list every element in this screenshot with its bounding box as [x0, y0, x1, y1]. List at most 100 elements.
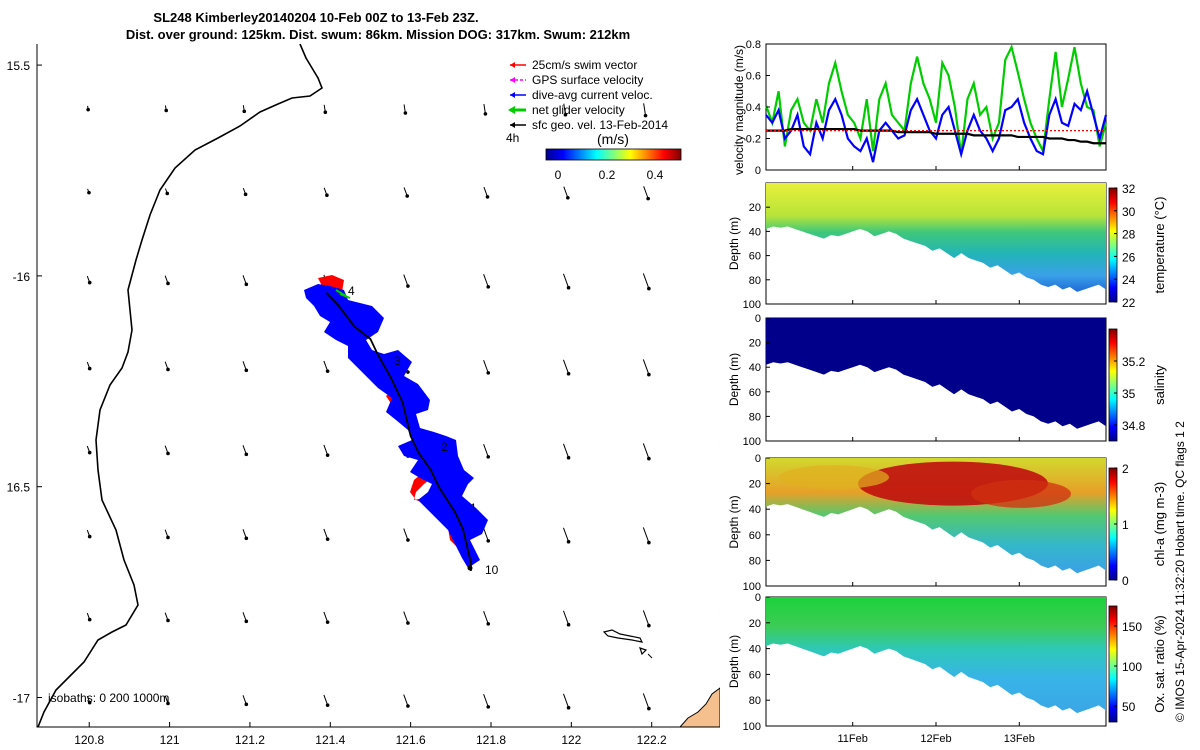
map-xtick-label: 121.4 [315, 733, 345, 747]
geo-velocity-arrow [563, 359, 571, 376]
geo-velocity-arrow [642, 273, 651, 291]
map-xtick-label: 121.6 [396, 733, 426, 747]
geo-velocity-arrow [86, 612, 92, 622]
colorbar-tick-label: 100 [1122, 660, 1142, 674]
map-ticks: 120.8 121 121.2 121.4 121.6 121.8 122 122.2 15.5… [7, 59, 667, 747]
geo-velocity-arrow [719, 610, 720, 611]
geo-velocity-arrow [719, 273, 720, 274]
interval-label: 4h [506, 131, 519, 145]
glider-track [325, 292, 472, 572]
profile-ylabel: Depth (m) [727, 217, 741, 270]
colorbar-tick-2: 0.4 [647, 168, 664, 182]
profile-panel-temperature: 20 40 60 80 100 Depth (m) 22 24 26 28 30 32 temperat… [727, 182, 1167, 311]
profile-ytick-label: 40 [749, 504, 761, 516]
profile-colorbar [1108, 187, 1118, 303]
profile-ylabel: Depth (m) [727, 635, 741, 688]
legend-gps-velocity: GPS surface velocity [510, 73, 643, 87]
profile-ytick-label: 0 [755, 313, 761, 325]
geo-velocity-arrow [643, 186, 650, 201]
profile-colorbar-label: temperature (°C) [1152, 197, 1167, 294]
geo-velocity-arrow [483, 103, 488, 116]
geo-velocity-arrow [242, 695, 249, 707]
map-ytick-label: -17 [13, 691, 31, 705]
profile-ytick-label: 100 [743, 721, 761, 733]
svg-text:GPS surface velocity: GPS surface velocity [532, 73, 643, 87]
geo-velocity-arrow [164, 275, 170, 286]
profile-ylabel: Depth (m) [727, 353, 741, 406]
velocity-series-net-glider-velocity [764, 43, 1108, 155]
geo-velocity-arrow [563, 610, 571, 627]
colorbar-tick-label: 150 [1122, 620, 1142, 634]
geo-velocity-arrow [403, 187, 410, 198]
map-xtick-label: 120.8 [74, 733, 104, 747]
profile-ytick-label: 60 [749, 251, 761, 263]
geo-velocity-arrow [563, 693, 571, 710]
profile-ytick-label: 80 [749, 695, 761, 707]
geo-velocity-arrow [242, 361, 249, 373]
geo-velocity-arrow [483, 611, 491, 626]
map-panel: 4 3 2 1 10 120.8 121 121.2 121.4 121.6 121.8 1… [7, 44, 720, 747]
velocity-series-sfc-geo-vel- [766, 127, 1106, 145]
geo-velocity-arrow [164, 529, 170, 540]
profile-ytick-label: 100 [743, 299, 761, 311]
current-envelope-blue [304, 284, 488, 568]
geo-velocity-arrow [483, 186, 490, 199]
legend-sfc-geo-velocity: sfc geo. vel. 13-Feb-2014 [510, 118, 668, 132]
profile-ytick-label: 100 [743, 436, 761, 448]
geo-velocity-arrow [242, 275, 249, 287]
island-small [647, 653, 653, 659]
track-label-2: 2 [441, 440, 448, 454]
chl-surface-patch [779, 465, 889, 490]
track-label-3: 3 [394, 354, 401, 368]
svg-text:25cm/s swim vector: 25cm/s swim vector [532, 58, 637, 72]
colorbar-tick-label: 35.2 [1122, 355, 1146, 369]
figure-title-line1: SL248 Kimberley20140204 10-Feb 00Z to 13… [153, 10, 478, 25]
chl-secondary-patch [971, 479, 1071, 508]
geo-velocity-arrow [323, 104, 328, 114]
profile-ytick-label: 0 [755, 453, 761, 465]
geo-velocity-arrow [403, 694, 410, 708]
profile-colorbar [1108, 328, 1118, 442]
geo-velocity-arrow [643, 103, 648, 118]
geo-velocity-arrow [164, 361, 170, 372]
svg-text:net glider velocity: net glider velocity [532, 103, 625, 117]
profile-ytick-label: 40 [749, 644, 761, 656]
geo-velocity-arrow [642, 443, 651, 461]
geo-velocity-arrow [323, 528, 330, 541]
colorbar-tick-label: 30 [1122, 205, 1136, 219]
profile-colorbar-label: salinity [1152, 365, 1167, 405]
geo-velocity-arrow [242, 529, 249, 541]
profile-ytick-label: 40 [749, 226, 761, 238]
geo-velocity-arrow [403, 104, 408, 115]
svg-text:sfc geo. vel. 13-Feb-2014: sfc geo. vel. 13-Feb-2014 [532, 118, 668, 132]
map-xtick-label: 121.2 [235, 733, 265, 747]
geo-velocity-arrow [483, 360, 491, 375]
track-label-1: 1 [470, 501, 477, 515]
track-label-4: 4 [348, 284, 355, 298]
colorbar-tick-label: 32 [1122, 182, 1136, 196]
geo-velocity-arrow [642, 359, 651, 377]
track-label-10: 10 [485, 563, 499, 577]
profile-ytick-label: 20 [749, 479, 761, 491]
geo-velocity-arrow [323, 611, 330, 624]
geo-velocity-arrow [86, 275, 92, 285]
figure-title-line2: Dist. over ground: 125km. Dist. swum: 86… [126, 27, 630, 42]
colorbar-tick-label: 1 [1122, 518, 1129, 532]
colorbar-tick-label: 0 [1122, 574, 1129, 588]
profile-ytick-label: 40 [749, 362, 761, 374]
map-ytick-label: 16.5 [7, 481, 31, 495]
legend-net-glider-velocity: net glider velocity [508, 103, 625, 117]
geo-velocity-arrow [483, 528, 491, 543]
legend-swim-vector: 25cm/s swim vector [510, 58, 637, 72]
velocity-ytick-label: 0 [755, 165, 761, 177]
mainland-fill [679, 687, 720, 727]
profile-colorbar-label: Ox. sat. ratio (%) [1152, 615, 1167, 713]
velocity-ytick-label: 0.6 [746, 71, 761, 83]
profile-ytick-label: 20 [749, 202, 761, 214]
coastline [37, 44, 323, 727]
map-xtick-label: 121.8 [476, 733, 506, 747]
profile-ytick-label: 60 [749, 530, 761, 542]
geo-velocity-arrow [242, 445, 249, 457]
velocity-ytick-label: 0.2 [746, 134, 761, 146]
geo-velocity-arrow [164, 188, 170, 196]
